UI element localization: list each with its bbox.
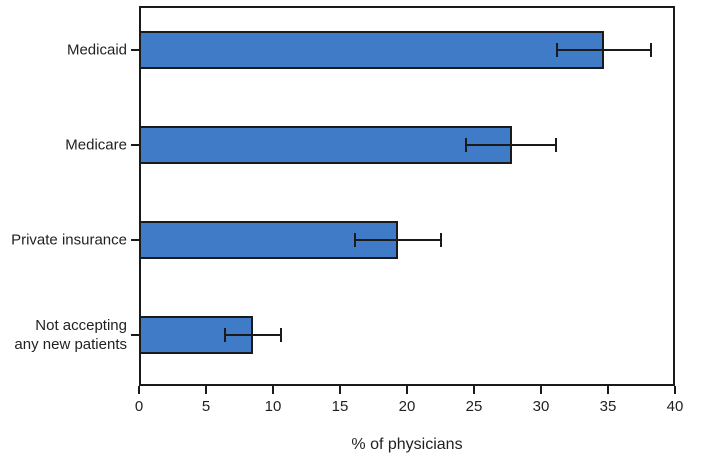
- error-bar-cap-high-private-insurance: [439, 232, 442, 247]
- y-axis-tick-medicaid: [131, 48, 139, 51]
- error-bar-cap-high-medicare: [554, 137, 557, 152]
- category-label-medicaid: Medicaid: [66, 41, 127, 58]
- x-axis-tick-label-5: 5: [201, 398, 211, 415]
- error-bar-cap-low-medicare: [464, 137, 467, 152]
- x-axis-tick-10: [272, 386, 274, 394]
- x-axis-tick-label-35: 35: [599, 398, 617, 415]
- category-label-medicare: Medicare: [65, 136, 127, 153]
- error-bar-line-medicaid: [557, 48, 651, 51]
- category-label-not-accepting-any-new-patients: Not accepting any new patients: [14, 316, 127, 353]
- x-axis-title: % of physicians: [351, 436, 463, 453]
- error-bar-line-medicare: [465, 143, 556, 146]
- x-axis-tick-15: [339, 386, 341, 394]
- category-label-private-insurance: Private insurance: [11, 231, 127, 248]
- bar-medicaid: [139, 30, 604, 69]
- y-axis-tick-private-insurance: [131, 238, 139, 241]
- x-axis-tick-label-25: 25: [465, 398, 483, 415]
- x-axis-tick-25: [473, 386, 475, 394]
- x-axis-tick-30: [540, 386, 542, 394]
- x-axis-tick-35: [607, 386, 609, 394]
- error-bar-line-private-insurance: [354, 238, 441, 241]
- x-axis-tick-5: [205, 386, 207, 394]
- error-bar-cap-high-not-accepting-any-new-patients: [280, 327, 283, 342]
- x-axis-tick-label-30: 30: [532, 398, 550, 415]
- x-axis-tick-label-0: 0: [134, 398, 144, 415]
- error-bar-cap-low-not-accepting-any-new-patients: [223, 327, 226, 342]
- error-bar-cap-high-medicaid: [649, 42, 652, 57]
- x-axis-tick-label-10: 10: [264, 398, 282, 415]
- x-axis-tick-label-15: 15: [331, 398, 349, 415]
- y-axis-tick-medicare: [131, 143, 139, 146]
- x-axis-tick-40: [674, 386, 676, 394]
- y-axis-tick-not-accepting-any-new-patients: [131, 333, 139, 336]
- error-bar-cap-low-medicaid: [556, 42, 559, 57]
- x-axis-tick-0: [138, 386, 140, 394]
- error-bar-cap-low-private-insurance: [353, 232, 356, 247]
- x-axis-tick-label-20: 20: [398, 398, 416, 415]
- bar-medicare: [139, 125, 512, 164]
- x-axis-tick-20: [406, 386, 408, 394]
- error-bar-line-not-accepting-any-new-patients: [224, 333, 282, 336]
- x-axis-tick-label-40: 40: [666, 398, 684, 415]
